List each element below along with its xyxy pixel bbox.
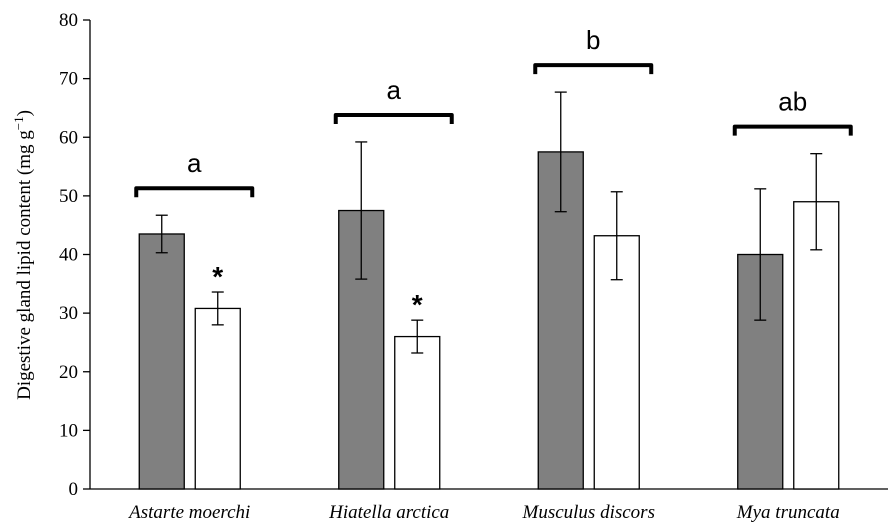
group-letter: a bbox=[387, 75, 402, 105]
y-tick-label: 10 bbox=[59, 420, 78, 441]
x-category-label: Musculus discors bbox=[522, 502, 655, 523]
bar-series-1 bbox=[138, 233, 185, 490]
y-tick-label: 80 bbox=[59, 10, 78, 31]
group-letter: b bbox=[586, 25, 600, 55]
y-axis: 0 10 20 30 40 50 60 70 80 bbox=[59, 10, 91, 500]
y-axis-title-main: Digestive gland lipid content (mg g bbox=[14, 130, 35, 400]
y-axis-title-close: ) bbox=[14, 110, 35, 116]
group-bracket bbox=[134, 186, 255, 198]
y-axis-title-superscript: −1 bbox=[11, 116, 26, 130]
group-letter: a bbox=[187, 148, 202, 178]
error-bars bbox=[155, 91, 823, 354]
y-tick-label: 60 bbox=[59, 127, 78, 148]
significance-star: * bbox=[412, 289, 423, 320]
x-category-label: Astarte moerchi bbox=[127, 502, 250, 523]
y-tick-label: 50 bbox=[59, 186, 78, 207]
y-tick-label: 20 bbox=[59, 362, 78, 383]
y-tick-label: 40 bbox=[59, 245, 78, 266]
x-category-label: Hiatella arctica bbox=[328, 502, 449, 523]
x-category-label: Mya truncata bbox=[736, 502, 840, 523]
group-brackets bbox=[134, 63, 853, 198]
group-bracket bbox=[333, 112, 454, 124]
y-axis-title: Digestive gland lipid content (mg g−1) bbox=[11, 110, 36, 400]
significance-star: * bbox=[212, 261, 223, 292]
group-letter: ab bbox=[778, 87, 807, 117]
group-bracket bbox=[533, 63, 654, 75]
y-tick-label: 30 bbox=[59, 303, 78, 324]
y-tick-label: 0 bbox=[69, 479, 79, 500]
bar-series-2 bbox=[394, 335, 441, 490]
bar-series-2 bbox=[194, 307, 241, 490]
x-axis: Astarte moerchi Hiatella arctica Musculus … bbox=[90, 488, 888, 523]
y-tick-label: 70 bbox=[59, 69, 78, 90]
bars bbox=[138, 151, 840, 490]
group-bracket bbox=[732, 124, 853, 136]
